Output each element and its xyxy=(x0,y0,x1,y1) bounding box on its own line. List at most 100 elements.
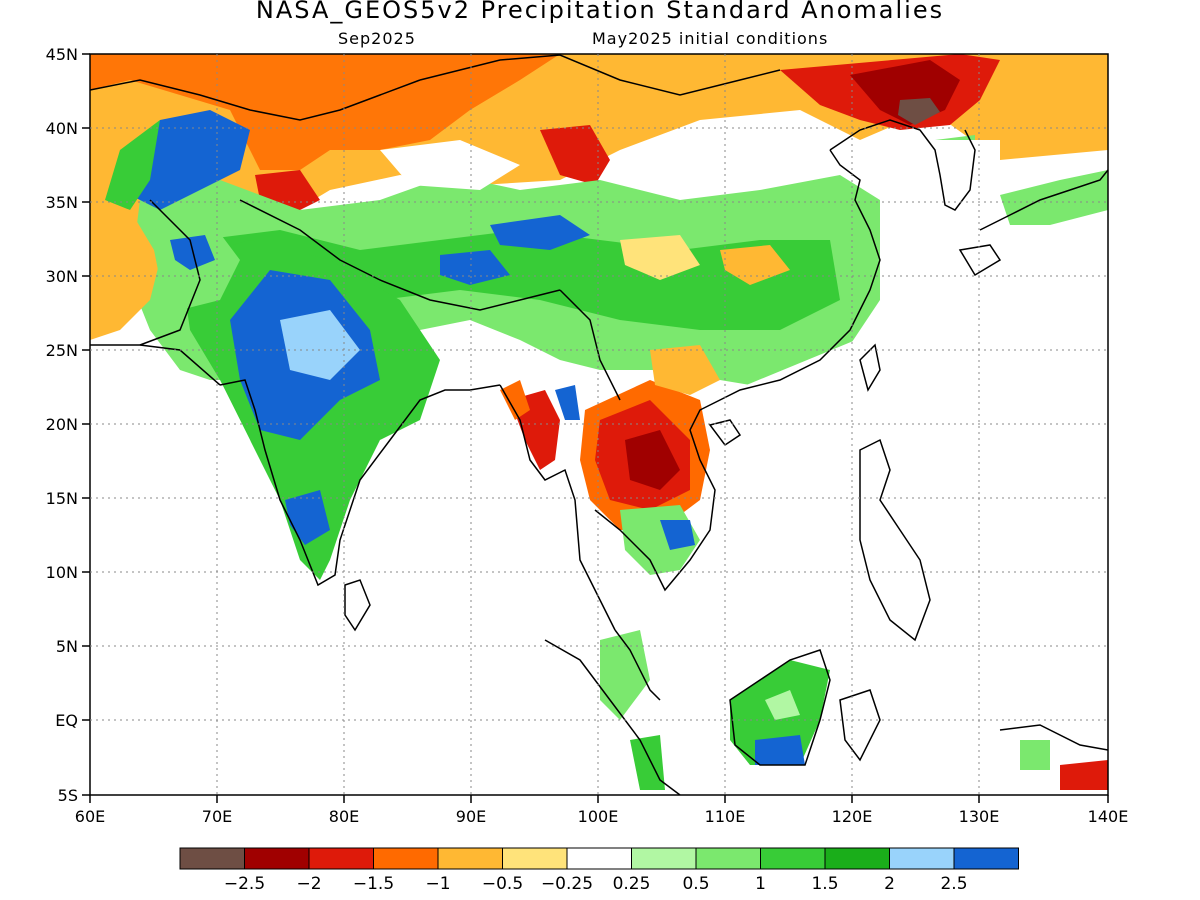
coast-china-north xyxy=(829,119,976,211)
colorbar-swatch xyxy=(373,847,439,870)
anomaly-japan-green xyxy=(1000,170,1108,225)
lat-labels: 45N 40N 35N 30N 25N 20N 15N 10N 5N EQ 5S xyxy=(46,45,78,805)
gridlines xyxy=(90,54,1108,795)
lon-label: 100E xyxy=(578,807,619,826)
coast-japan-south xyxy=(958,244,1002,277)
coast-hainan xyxy=(708,419,742,447)
colorbar-swatch xyxy=(824,847,890,870)
ocean-white-1 xyxy=(360,420,560,700)
anomaly-sumatra-green xyxy=(600,630,650,720)
anomaly-myanmar-blue xyxy=(555,385,580,420)
lon-label: 120E xyxy=(832,807,873,826)
anomaly-white-patch xyxy=(380,140,520,190)
anomaly-indochina-darkred xyxy=(625,430,680,490)
anomaly-northeast-brown xyxy=(898,98,940,125)
coast-borneo xyxy=(729,649,831,766)
coastlines xyxy=(90,54,1108,795)
coast-malay xyxy=(614,629,661,701)
lat-label: 35N xyxy=(46,193,78,212)
anomaly-myanmar-orange xyxy=(500,380,530,420)
anomaly-iran-orange xyxy=(90,200,160,340)
anomaly-field xyxy=(90,54,1108,795)
lat-label: 20N xyxy=(46,415,78,434)
coast-sulawesi xyxy=(839,689,881,762)
lon-label: 140E xyxy=(1088,807,1129,826)
colorbar-swatch xyxy=(437,847,503,870)
anomaly-china-orange xyxy=(720,245,790,285)
ocean-white-4 xyxy=(90,380,500,795)
colorbar-label: −0.25 xyxy=(541,874,593,894)
anomaly-vietnam-orange xyxy=(650,345,720,395)
forecast-month: Sep2025 xyxy=(338,29,416,48)
anomaly-north-darkorange xyxy=(90,54,560,170)
lat-label: EQ xyxy=(55,711,78,730)
lat-label: 10N xyxy=(46,563,78,582)
colorbar-label: 1.5 xyxy=(811,874,838,894)
colorbar-label: −2 xyxy=(296,874,321,894)
tick-marks xyxy=(82,53,1109,803)
lon-labels: 60E 70E 80E 90E 100E 110E 120E 130E 140E xyxy=(75,807,1129,826)
coast-japan xyxy=(979,169,1108,231)
colorbar-swatch xyxy=(889,847,955,870)
colorbar-label: 2 xyxy=(884,874,895,894)
colorbar-label: −1.5 xyxy=(353,874,394,894)
colorbar-swatch xyxy=(179,847,245,870)
anomaly-india-lightblue xyxy=(280,310,360,380)
colorbar-swatch xyxy=(953,847,1019,870)
colorbar-label: 2.5 xyxy=(940,874,967,894)
colorbar-label: −1 xyxy=(425,874,450,894)
colorbar: −2.5 −2 −1.5 −1 −0.5 −0.25 0.25 0.5 1 1.5 2 2.5 xyxy=(179,847,1019,894)
anomaly-china-yellow xyxy=(620,235,700,280)
colorbar-swatch xyxy=(695,847,761,870)
lon-label: 80E xyxy=(329,807,359,826)
anomaly-borneo-blue xyxy=(755,735,805,765)
ocean-white-3 xyxy=(880,140,1000,330)
anomaly-tibet-blue-1 xyxy=(490,215,590,250)
coast-iran xyxy=(90,344,221,386)
colorbar-swatch xyxy=(760,847,826,870)
border-china-sea xyxy=(559,289,621,401)
lon-label: 70E xyxy=(202,807,232,826)
colorbar-label: 0.25 xyxy=(613,874,651,894)
lat-label: 30N xyxy=(46,267,78,286)
initial-conditions: May2025 initial conditions xyxy=(592,29,829,48)
lon-label: 60E xyxy=(75,807,105,826)
map-title: NASA_GEOS5v2 Precipitation Standard Anom… xyxy=(255,0,945,24)
colorbar-label: 0.5 xyxy=(682,874,709,894)
lat-label: 15N xyxy=(46,489,78,508)
lat-label: 45N xyxy=(46,45,78,64)
anomaly-ng-green xyxy=(1020,740,1050,770)
colorbar-label: −0.5 xyxy=(482,874,523,894)
lat-label: 25N xyxy=(46,341,78,360)
colorbar-swatch xyxy=(631,847,697,870)
anomaly-ng-red xyxy=(1060,760,1108,790)
lat-label: 5N xyxy=(56,637,78,656)
lon-label: 90E xyxy=(456,807,486,826)
border-himalaya xyxy=(239,199,561,311)
ocean-white-2 xyxy=(710,250,1108,740)
coast-india xyxy=(219,379,501,587)
colorbar-label: −2.5 xyxy=(224,874,265,894)
border-pakistan xyxy=(139,199,201,346)
anomaly-cambodia-blue xyxy=(660,520,695,550)
colorbar-label: 1 xyxy=(755,874,766,894)
ocean-white-5 xyxy=(700,580,760,640)
lon-label: 130E xyxy=(959,807,1000,826)
anomaly-borneo-light xyxy=(765,690,800,720)
coast-myanmar xyxy=(499,384,616,631)
anomaly-sumatra-south xyxy=(630,735,665,790)
colorbar-swatch xyxy=(566,847,632,870)
coast-indochina xyxy=(594,149,881,592)
anomaly-central-red xyxy=(540,125,610,185)
lat-label: 40N xyxy=(46,119,78,138)
lat-label: 5S xyxy=(58,786,78,805)
lon-label: 110E xyxy=(705,807,746,826)
colorbar-swatch xyxy=(308,847,374,870)
colorbar-swatch xyxy=(502,847,568,870)
border-kazakh xyxy=(90,79,421,121)
anomaly-afghan-light xyxy=(105,120,160,210)
coast-philippines xyxy=(859,438,931,642)
coast-newguinea xyxy=(999,724,1108,751)
